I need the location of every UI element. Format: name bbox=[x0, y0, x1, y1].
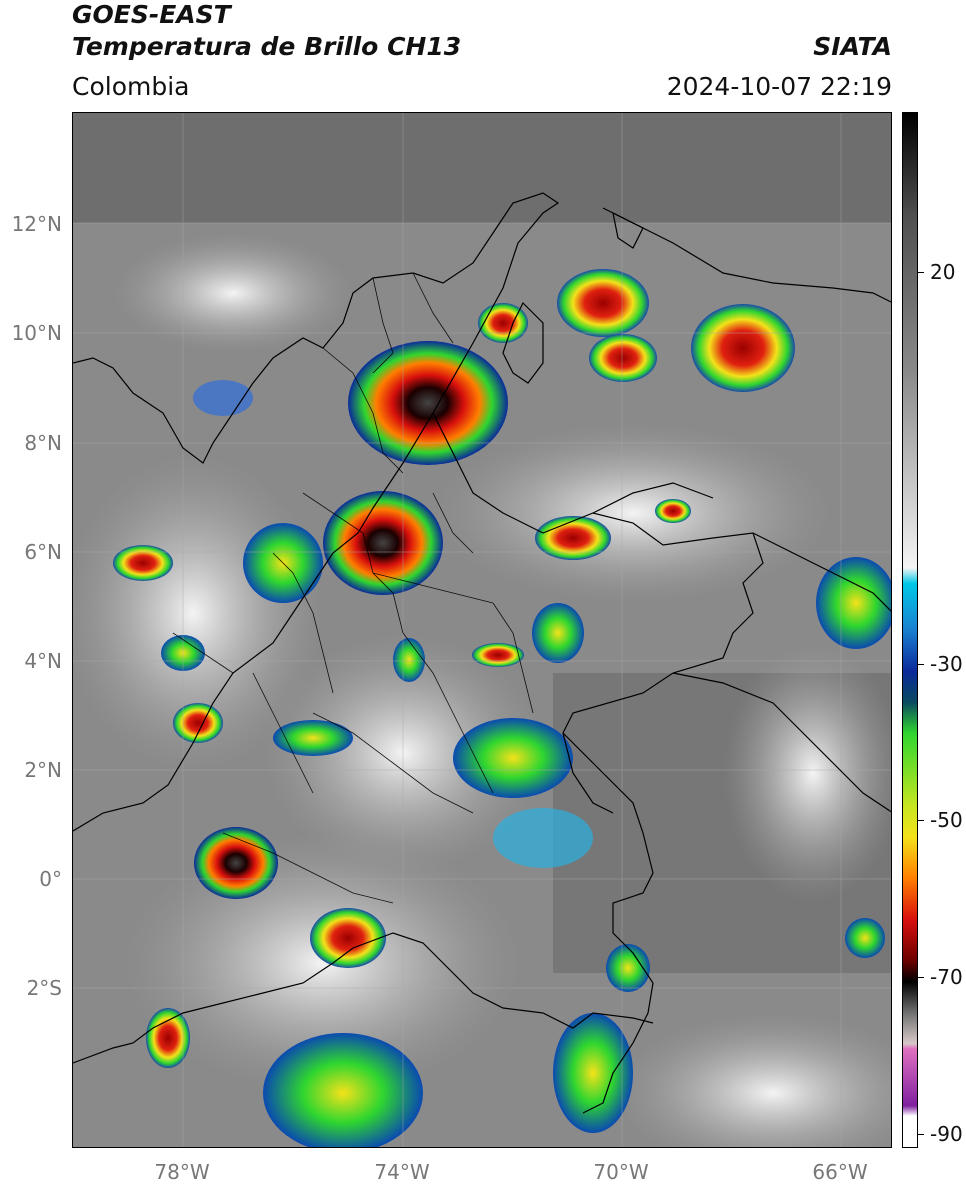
product-title-line-1: GOES-EAST bbox=[72, 0, 231, 29]
satellite-map bbox=[72, 112, 892, 1148]
lat-label-12N: 12°N bbox=[11, 212, 62, 236]
satellite-imagery bbox=[73, 113, 891, 1147]
agency-label: SIATA bbox=[813, 32, 892, 61]
colorbar-label-20: 20 bbox=[930, 260, 956, 284]
colorbar-tick-m70 bbox=[918, 977, 924, 978]
lon-label-74W: 74°W bbox=[374, 1160, 430, 1184]
lat-label-4N: 4°N bbox=[24, 649, 62, 673]
lat-label-10N: 10°N bbox=[11, 321, 62, 345]
lon-label-70W: 70°W bbox=[593, 1160, 649, 1184]
timestamp-label: 2024-10-07 22:19 bbox=[666, 72, 892, 101]
colorbar-label-m30: -30 bbox=[930, 652, 963, 676]
lat-label-2S: 2°S bbox=[26, 976, 62, 1000]
temperature-colorbar bbox=[902, 112, 918, 1148]
lon-label-78W: 78°W bbox=[154, 1160, 210, 1184]
colorbar-tick-20 bbox=[918, 272, 924, 273]
lat-label-6N: 6°N bbox=[24, 540, 62, 564]
lat-label-8N: 8°N bbox=[24, 431, 62, 455]
colorbar-tick-m50 bbox=[918, 820, 924, 821]
lat-label-0: 0° bbox=[39, 867, 62, 891]
colorbar-label-m70: -70 bbox=[930, 965, 963, 989]
lon-label-66W: 66°W bbox=[812, 1160, 868, 1184]
product-title-line-2: Temperatura de Brillo CH13 bbox=[72, 32, 462, 61]
colorbar-label-m90: -90 bbox=[930, 1122, 963, 1146]
lat-label-2N: 2°N bbox=[24, 758, 62, 782]
colorbar-tick-m90 bbox=[918, 1134, 924, 1135]
colorbar-label-m50: -50 bbox=[930, 808, 963, 832]
region-label: Colombia bbox=[72, 72, 190, 101]
colorbar-tick-m30 bbox=[918, 664, 924, 665]
